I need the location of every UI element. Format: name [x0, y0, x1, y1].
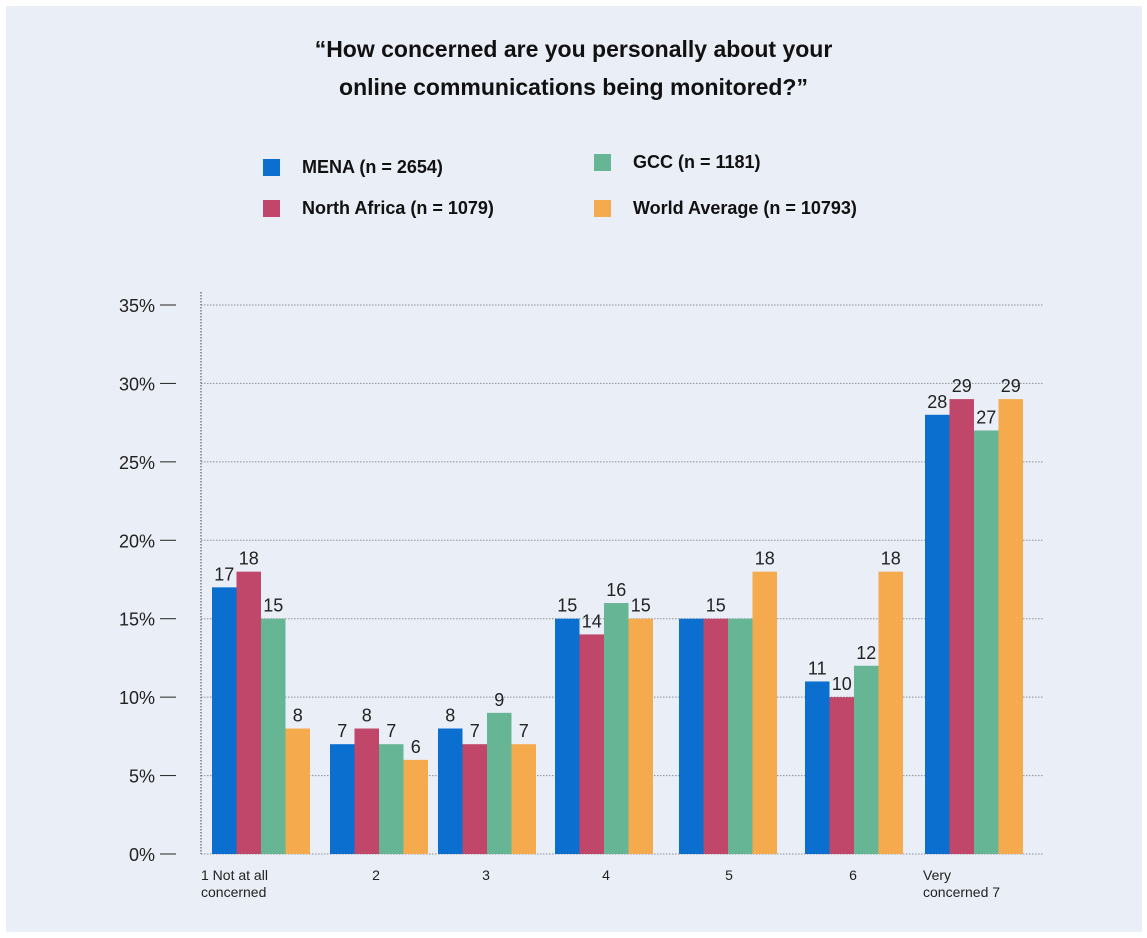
- bar-2-1: [236, 571, 261, 854]
- bar-4-5: [752, 571, 777, 854]
- bar-4-6: [878, 571, 903, 854]
- chart-title-line-1: “How concerned are you personally about …: [314, 36, 833, 62]
- data-label-4-3: 7: [519, 721, 529, 741]
- data-label-4-6: 18: [881, 549, 901, 569]
- bar-4-1: [285, 728, 310, 854]
- data-label-4-5: 18: [755, 549, 775, 569]
- data-label-4-1: 8: [293, 706, 303, 726]
- x-label-5: 5: [725, 867, 733, 883]
- data-label-2-5: 15: [706, 596, 726, 616]
- data-label-1-4: 15: [557, 596, 577, 616]
- legend-label-north-africa: North Africa (n = 1079): [302, 197, 494, 218]
- y-tick-label-15: 15%: [119, 610, 155, 630]
- bar-4-4: [628, 618, 653, 854]
- y-tick-label-30: 30%: [119, 374, 155, 394]
- x-label-7-line-1: Very: [923, 867, 951, 883]
- bar-1-2: [330, 744, 355, 854]
- legend-label-mena: MENA (n = 2654): [302, 156, 443, 177]
- data-label-4-4: 15: [631, 596, 651, 616]
- legend-swatch-gcc: [594, 153, 611, 171]
- legend-item-mena: MENA (n = 2654): [263, 155, 443, 179]
- bar-1-6: [805, 681, 830, 854]
- bar-2-2: [354, 728, 379, 854]
- x-label-1-line-2: concerned: [201, 884, 266, 900]
- bar-3-5: [728, 618, 753, 854]
- legend-item-gcc: GCC (n = 1181): [594, 150, 761, 174]
- chart-title-line-2: online communications being monitored?”: [339, 74, 808, 100]
- y-tick-label-25: 25%: [119, 453, 155, 473]
- bar-4-2: [403, 759, 428, 854]
- chart-title: “How concerned are you personally about …: [0, 30, 1147, 106]
- data-label-1-7: 28: [927, 392, 947, 412]
- x-label-4: 4: [602, 867, 610, 883]
- data-label-2-2: 8: [362, 706, 372, 726]
- bar-1-7: [925, 414, 950, 854]
- legend-swatch-world-average: [594, 199, 611, 217]
- legend-swatch-north-africa: [263, 199, 280, 217]
- y-tick-label-35: 35%: [119, 296, 155, 316]
- bar-2-4: [579, 634, 604, 854]
- bar-3-3: [487, 712, 512, 854]
- bar-4-3: [511, 744, 536, 854]
- data-label-2-3: 7: [470, 721, 480, 741]
- data-label-2-6: 10: [832, 674, 852, 694]
- y-tick-label-20: 20%: [119, 531, 155, 551]
- data-label-4-2: 6: [411, 737, 421, 757]
- bar-3-6: [854, 665, 879, 854]
- bar-1-4: [555, 618, 580, 854]
- bar-3-2: [379, 744, 404, 854]
- x-label-6: 6: [849, 867, 857, 883]
- data-label-3-2: 7: [386, 721, 396, 741]
- bar-2-3: [462, 744, 487, 854]
- x-label-2: 2: [372, 867, 380, 883]
- data-label-1-3: 8: [445, 706, 455, 726]
- bar-1-5: [679, 618, 704, 854]
- data-label-1-6: 11: [808, 658, 827, 678]
- legend-item-north-africa: North Africa (n = 1079): [263, 196, 494, 220]
- bar-3-7: [974, 430, 999, 854]
- bar-1-3: [438, 728, 463, 854]
- data-label-3-7: 27: [976, 407, 996, 427]
- data-label-3-6: 12: [856, 643, 876, 663]
- x-label-7-line-2: concerned 7: [923, 884, 1000, 900]
- data-label-3-4: 16: [606, 580, 626, 600]
- x-label-3: 3: [482, 867, 490, 883]
- bar-2-5: [703, 618, 728, 854]
- legend-swatch-mena: [263, 158, 280, 176]
- data-label-1-2: 7: [337, 721, 347, 741]
- data-label-1-1: 17: [214, 564, 234, 584]
- bar-1-1: [212, 587, 237, 854]
- legend-item-world-average: World Average (n = 10793): [594, 196, 857, 220]
- data-label-3-3: 9: [494, 690, 504, 710]
- x-label-1-line-1: 1 Not at all: [201, 867, 268, 883]
- data-label-2-7: 29: [952, 376, 972, 396]
- bar-3-4: [604, 603, 629, 854]
- bar-4-7: [998, 399, 1023, 854]
- bar-2-7: [949, 399, 974, 854]
- bar-3-1: [261, 618, 286, 854]
- bar-2-6: [829, 697, 854, 854]
- y-tick-label-5: 5%: [129, 767, 155, 787]
- data-label-4-7: 29: [1001, 376, 1021, 396]
- data-label-2-1: 18: [239, 549, 259, 569]
- legend-label-gcc: GCC (n = 1181): [633, 151, 761, 172]
- data-label-2-4: 14: [582, 611, 602, 631]
- data-label-3-1: 15: [263, 596, 283, 616]
- y-tick-label-10: 10%: [119, 688, 155, 708]
- legend-label-world-average: World Average (n = 10793): [633, 197, 857, 218]
- y-tick-label-0: 0%: [129, 845, 155, 865]
